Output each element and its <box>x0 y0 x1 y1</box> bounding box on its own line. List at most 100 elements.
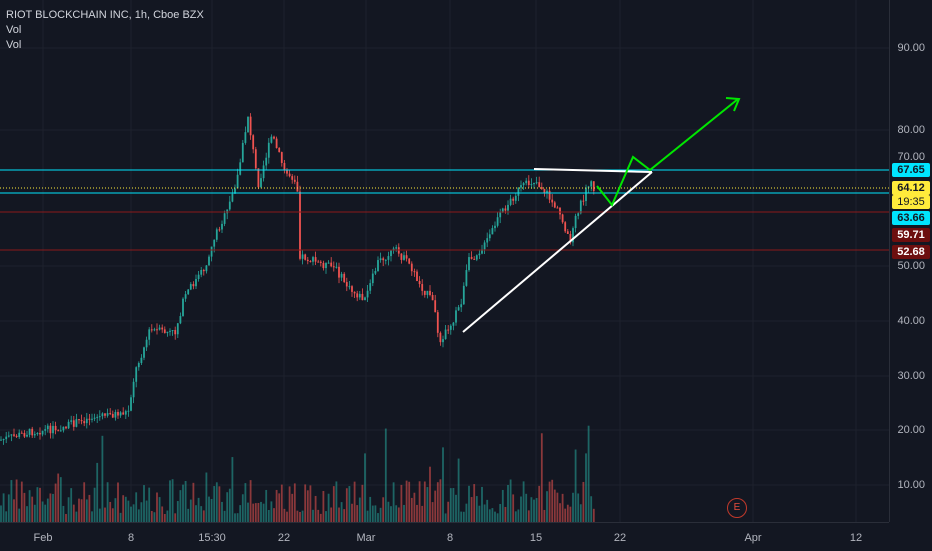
trendline-top <box>533 168 653 173</box>
volume-bar <box>439 479 442 522</box>
time-axis[interactable]: Feb 8 15:30 22 Mar 8 15 22 Apr 12 <box>0 522 889 551</box>
volume-bar <box>478 505 481 522</box>
volume-bar <box>52 493 54 522</box>
volume-bar <box>327 493 330 522</box>
candle-body <box>62 426 65 431</box>
volume-bar <box>423 481 426 522</box>
candle-body <box>486 238 489 243</box>
candle-body <box>413 271 416 273</box>
volume-legend-1[interactable]: Vol <box>6 24 22 36</box>
candle-body <box>114 411 117 418</box>
volume-bar <box>400 484 403 522</box>
candle-body <box>460 304 463 308</box>
volume-bar <box>169 480 171 522</box>
volume-bar <box>262 503 265 522</box>
candle-body <box>340 273 343 278</box>
volume-bar <box>330 507 333 522</box>
candle-body <box>221 223 223 230</box>
candle-body <box>301 254 304 259</box>
candle-body <box>304 254 307 260</box>
candle-body <box>426 290 429 295</box>
candle-body <box>148 329 151 340</box>
volume-bar <box>566 504 569 522</box>
volume-legend-2[interactable]: Vol <box>6 39 22 51</box>
candle-body <box>140 357 143 364</box>
symbol-title[interactable]: RIOT BLOCKCHAIN INC, 1h, Cboe BZX <box>6 9 204 21</box>
candle-body <box>249 116 252 136</box>
candle-body <box>299 191 301 259</box>
candle-body <box>132 381 135 398</box>
volume-bar <box>54 483 57 522</box>
volume-bar <box>390 506 392 522</box>
volume-bar <box>150 510 153 522</box>
candle-body <box>260 178 262 188</box>
volume-bar <box>176 501 179 522</box>
volume-bar <box>140 502 143 522</box>
volume-bar <box>36 487 39 522</box>
volume-bar <box>101 435 104 522</box>
candle-body <box>278 147 281 153</box>
candle-body <box>7 435 10 437</box>
candle-body <box>572 228 574 243</box>
volume-bar <box>299 511 301 522</box>
price-axis[interactable]: 90.00 80.00 70.00 50.00 40.00 30.00 20.0… <box>889 0 932 522</box>
volume-bar <box>210 498 213 522</box>
volume-bar <box>78 498 80 522</box>
candle-body <box>384 259 387 261</box>
volume-bar <box>416 504 418 522</box>
earnings-marker-icon[interactable]: E <box>727 498 747 518</box>
volume-bar <box>460 511 463 522</box>
volume-bar <box>403 504 405 522</box>
candle-body <box>286 169 288 174</box>
candle-body <box>54 425 57 431</box>
volume-bar <box>434 490 437 522</box>
candle-body <box>247 116 249 133</box>
volume-bar <box>143 485 145 522</box>
volume-bar <box>377 513 379 522</box>
volume-bar <box>582 481 585 522</box>
volume-bar <box>62 505 65 522</box>
volume-bar <box>5 511 8 522</box>
volume-bar <box>0 505 2 522</box>
candle-body <box>366 290 369 298</box>
candle-body <box>442 339 444 343</box>
volume-bar <box>67 497 70 522</box>
candle-body <box>189 284 192 290</box>
candle-body <box>234 188 236 194</box>
candle-body <box>213 239 216 247</box>
volume-bar <box>23 492 26 522</box>
candle-body <box>507 204 509 211</box>
volume-bar <box>418 481 421 522</box>
volume-bar <box>353 481 356 522</box>
candle-body <box>169 330 171 332</box>
candle-body <box>395 247 398 249</box>
volume-bar <box>111 508 114 522</box>
volume-bar <box>130 506 132 522</box>
candle-body <box>265 157 268 166</box>
volume-bar <box>514 511 517 522</box>
time-tick: Feb <box>33 532 53 544</box>
volume-bar <box>379 507 382 522</box>
candle-body <box>166 331 169 334</box>
candle-body <box>590 181 593 187</box>
candle-body <box>522 183 525 186</box>
candle-body <box>85 418 88 424</box>
candle-body <box>67 421 70 429</box>
candle-body <box>400 253 403 260</box>
candle-body <box>374 271 377 274</box>
volume-bar <box>156 492 158 522</box>
volume-bar <box>447 501 450 522</box>
candle-body <box>262 165 265 179</box>
candle-body <box>351 286 353 292</box>
candle-body <box>345 282 348 287</box>
volume-bar <box>65 513 67 522</box>
volume-bar <box>265 489 268 522</box>
volume-bar <box>283 508 286 522</box>
volume-bar <box>288 486 291 522</box>
candle-body <box>226 209 229 214</box>
volume-bar <box>338 507 340 522</box>
volume-bar <box>291 493 294 522</box>
candle-body <box>20 432 23 434</box>
volume-bar <box>449 488 452 522</box>
